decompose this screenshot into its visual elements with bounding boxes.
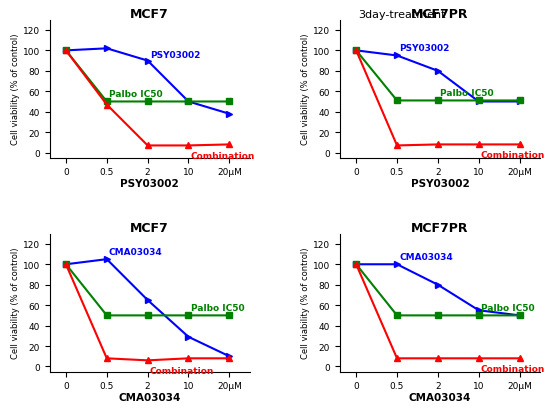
Text: Combination: Combination	[191, 151, 255, 160]
Text: PSY03002: PSY03002	[150, 50, 200, 59]
X-axis label: CMA03034: CMA03034	[409, 392, 471, 402]
Y-axis label: Cell viability (% of control): Cell viability (% of control)	[11, 34, 20, 145]
Text: CMA03034: CMA03034	[399, 252, 453, 261]
Text: Combination: Combination	[481, 150, 545, 159]
Text: Palbo IC50: Palbo IC50	[109, 90, 163, 99]
X-axis label: CMA03034: CMA03034	[118, 392, 181, 402]
Text: PSY03002: PSY03002	[399, 44, 450, 53]
Text: CMA03034: CMA03034	[109, 247, 163, 256]
Text: Combination: Combination	[150, 366, 214, 375]
Text: 3day-treatment: 3day-treatment	[359, 10, 446, 20]
X-axis label: PSY03002: PSY03002	[410, 178, 469, 188]
Text: Palbo IC50: Palbo IC50	[481, 304, 534, 313]
Title: MCF7: MCF7	[130, 8, 169, 21]
Title: MCF7: MCF7	[130, 221, 169, 234]
Y-axis label: Cell viability (% of control): Cell viability (% of control)	[301, 34, 310, 145]
Text: Palbo IC50: Palbo IC50	[191, 304, 244, 313]
Text: Combination: Combination	[481, 364, 545, 373]
Y-axis label: Cell viability (% of control): Cell viability (% of control)	[11, 247, 20, 358]
Title: MCF7PR: MCF7PR	[411, 221, 469, 234]
X-axis label: PSY03002: PSY03002	[120, 178, 179, 188]
Y-axis label: Cell viability (% of control): Cell viability (% of control)	[301, 247, 310, 358]
Title: MCF7PR: MCF7PR	[411, 8, 469, 21]
Text: Palbo IC50: Palbo IC50	[440, 89, 494, 98]
